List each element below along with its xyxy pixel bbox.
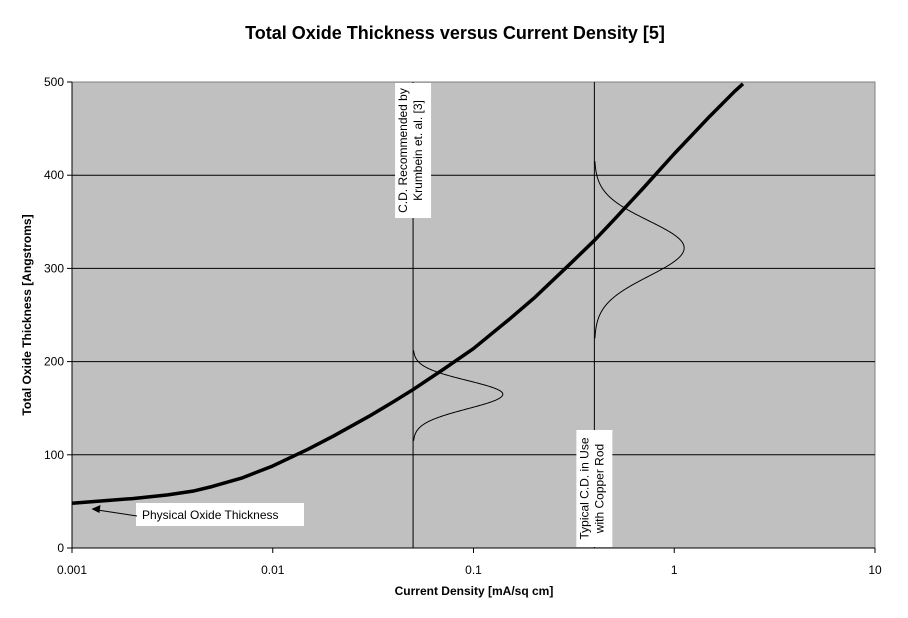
y-tick-label: 500 [44,75,64,89]
y-tick-label: 100 [44,448,64,462]
x-tick-label: 1 [671,563,678,577]
reference-line-label: Krumbein et. al. [3] [411,100,425,201]
y-axis-title: Total Oxide Thickness [Angstroms] [20,214,34,415]
annotation-arrowhead [91,505,101,513]
reference-line-label: with Copper Rod [592,444,606,534]
distribution-curve [594,161,685,339]
x-tick-label: 0.01 [261,563,285,577]
gridlines [72,174,875,456]
distribution-curve [413,350,504,441]
reference-lines: C.D. Recommended by Krumbein et. al. [3] T… [395,82,613,548]
reference-line-label: Typical C.D. in Use [577,437,591,539]
series-layer [71,82,745,506]
annotation-label: Physical Oxide Thickness [142,508,279,522]
reference-label-box [395,83,432,218]
reference-line-label: C.D. Recommended by [396,88,410,213]
annotation-box [136,503,304,526]
x-axis-title: Current Density [mA/sq cm] [395,584,554,598]
y-tick-label: 200 [44,355,64,369]
axes: 0 100 200 300 400 500 0.001 0.01 0.1 1 10 [44,75,882,577]
y-tick-label: 400 [44,168,64,182]
series-line [71,82,745,506]
chart-title: Total Oxide Thickness versus Current Den… [245,23,665,43]
x-tick-label: 0.001 [57,563,87,577]
distributions [413,161,685,441]
x-tick-label: 10 [868,563,882,577]
plot-area [71,81,876,549]
annotation-arrow-line [97,509,138,517]
y-tick-label: 300 [44,261,64,275]
annotations: Physical Oxide Thickness [91,503,304,526]
x-tick-label: 0.1 [465,563,482,577]
reference-label-box [576,430,613,547]
y-tick-label: 0 [57,541,64,555]
